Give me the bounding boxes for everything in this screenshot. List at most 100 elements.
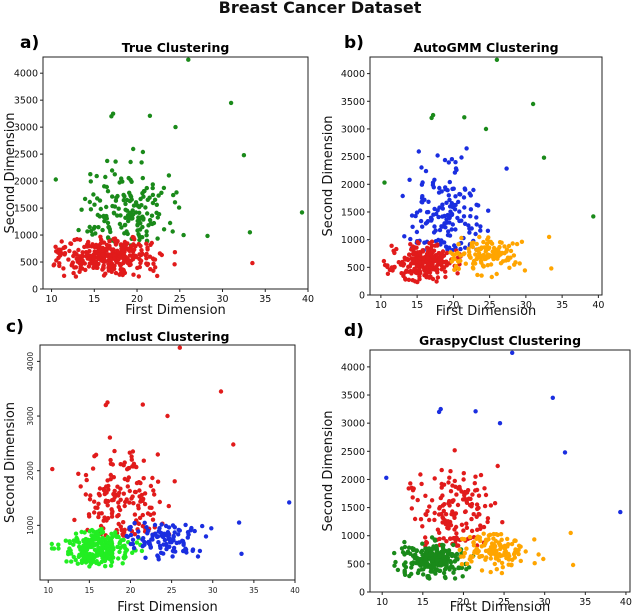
data-point — [506, 557, 511, 562]
data-point — [135, 265, 140, 271]
data-point — [106, 224, 111, 230]
data-point — [497, 543, 503, 548]
data-point — [414, 229, 420, 235]
data-point — [474, 487, 480, 493]
data-point — [139, 548, 145, 554]
data-point — [103, 174, 108, 180]
data-point — [122, 543, 127, 548]
data-point — [403, 269, 408, 275]
data-point — [430, 262, 435, 268]
data-point — [128, 541, 133, 547]
data-point — [113, 159, 118, 164]
data-point — [166, 503, 171, 509]
data-point — [98, 240, 104, 246]
data-point — [443, 274, 448, 280]
data-point — [241, 153, 247, 158]
data-point — [76, 471, 81, 476]
data-point — [115, 193, 120, 199]
data-point — [101, 486, 106, 492]
data-point — [150, 537, 155, 542]
data-point — [459, 155, 464, 160]
data-point — [421, 572, 426, 577]
x-tick-label: 35 — [556, 300, 568, 311]
data-point — [431, 212, 436, 217]
data-point — [119, 246, 124, 251]
data-point — [420, 200, 425, 205]
data-point — [104, 242, 110, 248]
data-point — [78, 484, 83, 489]
y-tick-label: 3000 — [14, 123, 38, 134]
data-point — [423, 563, 428, 569]
data-point — [446, 522, 451, 528]
data-point — [494, 57, 500, 62]
data-point — [87, 256, 92, 262]
data-point — [454, 536, 460, 541]
data-point — [159, 522, 164, 527]
x-tick-label: 40 — [302, 294, 314, 305]
data-point — [109, 531, 114, 536]
data-point — [530, 101, 536, 107]
data-point — [159, 190, 164, 195]
data-point — [101, 214, 107, 220]
data-point — [96, 491, 102, 497]
data-point — [107, 435, 113, 440]
data-point — [130, 550, 135, 555]
data-point — [485, 516, 491, 521]
data-point — [442, 157, 448, 163]
data-point — [438, 561, 443, 566]
data-point — [148, 483, 154, 489]
data-point — [432, 224, 437, 229]
data-point — [437, 553, 442, 559]
data-point — [109, 507, 114, 512]
data-point — [453, 263, 459, 269]
data-point — [474, 502, 480, 507]
data-point — [145, 531, 150, 536]
data-point — [395, 567, 401, 573]
data-point — [464, 146, 469, 151]
data-point — [231, 442, 236, 447]
data-point — [200, 523, 205, 529]
data-point — [92, 499, 97, 504]
data-point — [85, 244, 90, 249]
y-tick-label: 500 — [347, 263, 365, 274]
data-point — [96, 501, 101, 506]
data-point — [69, 559, 74, 564]
data-point — [471, 512, 476, 517]
data-point — [172, 525, 177, 530]
data-point — [74, 237, 80, 242]
data-point — [445, 553, 450, 558]
data-point — [413, 552, 418, 557]
x-tick-label: 20 — [126, 586, 136, 595]
data-point — [481, 239, 486, 245]
data-point — [484, 555, 489, 560]
y-tick-label: 0 — [359, 588, 365, 599]
data-point — [150, 192, 156, 198]
data-point — [473, 409, 478, 414]
data-point — [139, 160, 144, 165]
data-point — [141, 189, 147, 194]
data-point — [83, 492, 89, 497]
data-point — [91, 256, 96, 261]
data-point — [111, 210, 117, 215]
data-point — [459, 522, 465, 527]
data-point — [71, 554, 77, 560]
data-point — [488, 532, 493, 537]
data-point — [102, 184, 107, 189]
data-point — [452, 567, 457, 572]
data-point — [405, 550, 410, 555]
data-point — [138, 480, 143, 486]
x-tick-label: 40 — [592, 300, 604, 311]
data-point — [441, 550, 446, 555]
data-point — [382, 180, 387, 185]
data-point — [426, 209, 431, 215]
data-point — [423, 493, 428, 498]
data-point — [440, 206, 445, 211]
data-point — [485, 263, 490, 268]
data-point — [81, 556, 87, 562]
data-point — [451, 536, 456, 541]
data-point — [435, 153, 440, 158]
data-point — [128, 159, 133, 165]
data-point — [446, 229, 451, 234]
data-point — [97, 540, 103, 545]
data-point — [470, 265, 476, 270]
